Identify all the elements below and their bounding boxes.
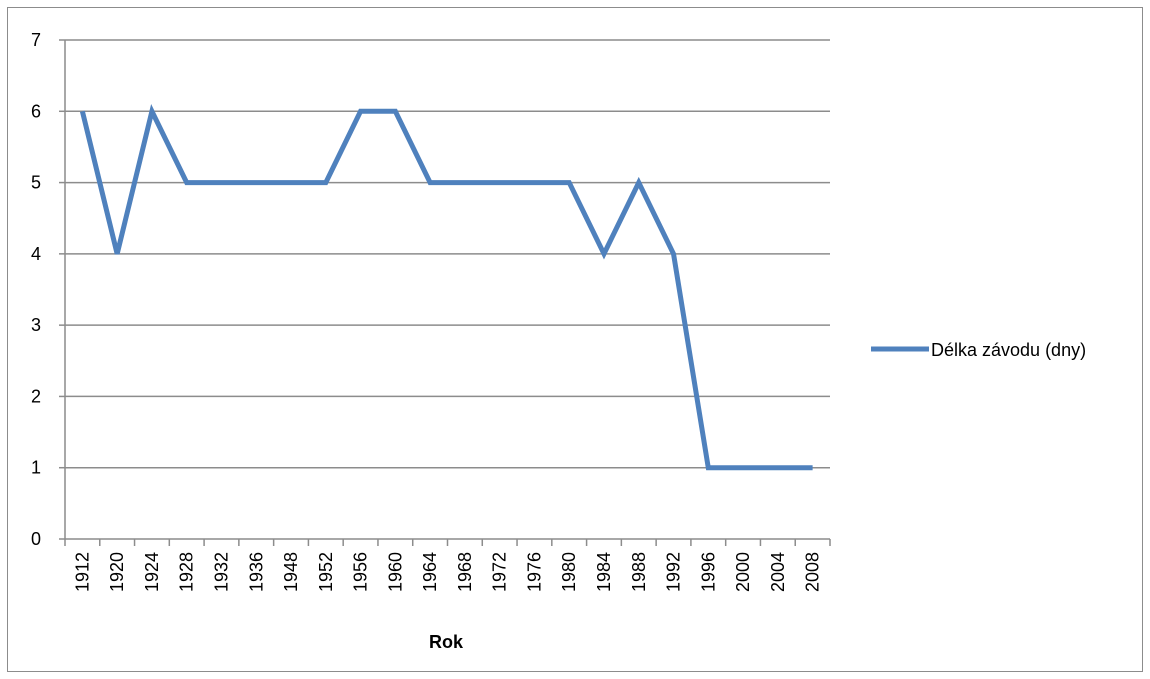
y-tick-label-1: 1 — [31, 458, 41, 478]
x-tick-label-1984: 1984 — [594, 552, 614, 592]
x-tick-label-2004: 2004 — [768, 552, 788, 592]
series-line-1 — [79, 103, 813, 471]
x-tick-label-2000: 2000 — [733, 552, 753, 592]
x-tick-label-1996: 1996 — [698, 552, 718, 592]
legend-label-series-1: Délka závodu (dny) — [931, 340, 1086, 360]
y-tick-label-6: 6 — [31, 101, 41, 121]
x-tick-label-1968: 1968 — [455, 552, 475, 592]
x-tick-label-1960: 1960 — [385, 552, 405, 592]
axes — [64, 40, 830, 540]
x-tick-label-1992: 1992 — [664, 552, 684, 592]
x-tick-label-1976: 1976 — [524, 552, 544, 592]
x-tick-label-1936: 1936 — [246, 552, 266, 592]
series — [79, 103, 813, 471]
y-tick-label-0: 0 — [31, 529, 41, 549]
y-tick-label-3: 3 — [31, 315, 41, 335]
x-tick-label-1948: 1948 — [281, 552, 301, 592]
x-tick-label-1988: 1988 — [629, 552, 649, 592]
x-tick-label-1928: 1928 — [177, 552, 197, 592]
chart-frame — [7, 7, 1143, 672]
x-tick-label-1964: 1964 — [420, 552, 440, 592]
x-axis-title: Rok — [429, 632, 464, 652]
y-tick-label-4: 4 — [31, 244, 41, 264]
legend: Délka závodu (dny) — [871, 340, 1086, 360]
x-tick-label-1920: 1920 — [107, 552, 127, 592]
x-tick-labels: 1912 1920 1924 1928 1932 1936 1948 1952 1956 1960… — [64, 539, 831, 592]
y-tick-label-5: 5 — [31, 173, 41, 193]
x-tick-label-1972: 1972 — [490, 552, 510, 592]
y-tick-labels: 0 1 2 3 4 5 6 7 — [31, 30, 65, 549]
y-tick-label-7: 7 — [31, 30, 41, 50]
x-tick-label-2008: 2008 — [803, 552, 823, 592]
x-tick-label-1932: 1932 — [211, 552, 231, 592]
x-tick-label-1952: 1952 — [316, 552, 336, 592]
x-tick-label-1924: 1924 — [142, 552, 162, 592]
x-tick-label-1956: 1956 — [351, 552, 371, 592]
gridlines — [65, 39, 830, 469]
y-tick-label-2: 2 — [31, 386, 41, 406]
x-tick-label-1912: 1912 — [72, 552, 92, 592]
x-tick-label-1980: 1980 — [559, 552, 579, 592]
